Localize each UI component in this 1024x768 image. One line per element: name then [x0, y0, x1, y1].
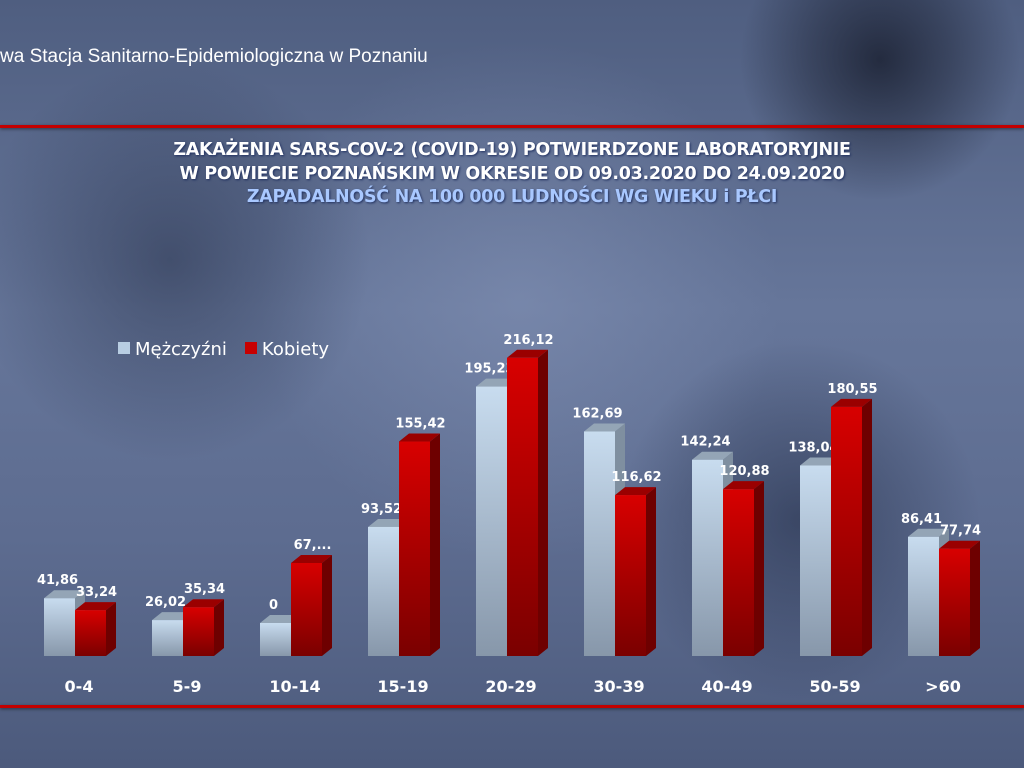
value-label-women-40-49: 120,88 [719, 464, 769, 479]
bar-men-50-59 [800, 465, 831, 656]
value-label-men-30-39: 162,69 [572, 406, 622, 421]
bar-top-women-5-9 [183, 599, 224, 608]
legend-label-men: Mężczyźni [135, 339, 227, 360]
bar-side-women-40-49 [754, 481, 764, 656]
chart-subtitle: ZAPADALNOŚĆ NA 100 000 LUDNOŚCI WG WIEKU… [246, 187, 778, 207]
bar-top-men-20-29 [476, 378, 517, 387]
category-label: 5-9 [173, 677, 202, 696]
bar-top-men-0-4 [44, 590, 85, 599]
bar-men-30-39 [584, 431, 615, 656]
legend-label-women: Kobiety [261, 339, 330, 360]
value-label-men-0-4: 41,86 [37, 573, 78, 588]
bar-side-women-30-39 [646, 487, 656, 656]
bar-top-men-30-39 [584, 423, 625, 432]
category-label: 20-29 [485, 677, 536, 696]
chart-title-line2: W POWIECIE POZNAŃSKIM W OKRESIE OD 09.03… [179, 164, 845, 184]
bar-top-women-50-59 [831, 398, 872, 407]
value-label-women-30-39: 116,62 [611, 470, 661, 485]
bar-women-50-59 [831, 406, 862, 656]
value-label-women-50-59: 180,55 [827, 382, 877, 397]
bar-top-men-10-14 [260, 615, 301, 623]
bar-side-women-15-19 [430, 433, 440, 656]
bar-men-10-14 [260, 623, 291, 656]
bar-men-5-9 [152, 620, 183, 656]
bar-top-men-50-59 [800, 457, 841, 466]
category-label: 10-14 [269, 677, 320, 696]
bar-women-10-14 [291, 562, 322, 656]
bar-top-women-15-19 [399, 433, 440, 442]
bar-top-women-30-39 [615, 487, 656, 496]
bar-women-0-4 [75, 610, 106, 656]
bar-top-women-20-29 [507, 349, 548, 358]
category-label: 30-39 [593, 677, 644, 696]
value-label-women-0-4: 33,24 [76, 585, 117, 600]
bar-women->60 [939, 548, 970, 656]
bar-top-men-5-9 [152, 612, 193, 621]
value-label-men-10-14: 0 [269, 598, 278, 613]
bar-women-15-19 [399, 441, 430, 656]
value-label-women-10-14: 67,... [294, 538, 332, 553]
bar-side-women-0-4 [106, 602, 116, 656]
bar-men-15-19 [368, 526, 399, 656]
bar-women-30-39 [615, 495, 646, 656]
bar-women-20-29 [507, 357, 538, 656]
value-label-men-50-59: 138,04 [788, 441, 838, 456]
bar-top-men-15-19 [368, 518, 409, 527]
category-label: 15-19 [377, 677, 428, 696]
value-label-women-15-19: 155,42 [395, 417, 445, 432]
legend-item-women: Kobiety [244, 339, 330, 360]
value-label-men-15-19: 93,52 [361, 502, 402, 517]
value-label-men-20-29: 195,23 [464, 362, 514, 377]
legend-swatch-men [118, 342, 130, 354]
bar-top-men-40-49 [692, 451, 733, 460]
value-label-men-40-49: 142,24 [680, 435, 730, 450]
chart-title: ZAKAŻENIA SARS-COV-2 (COVID-19) POTWIERD… [173, 140, 851, 160]
category-label: 40-49 [701, 677, 752, 696]
bar-side-women-5-9 [214, 599, 224, 656]
bar-side-women-20-29 [538, 349, 548, 656]
top-divider [0, 125, 1024, 128]
bar-men-20-29 [476, 386, 507, 656]
organization-header: wa Stacja Sanitarno-Epidemiologiczna w P… [0, 46, 428, 67]
value-label-men-5-9: 26,02 [145, 595, 186, 610]
value-label-women-5-9: 35,34 [184, 582, 225, 597]
bar-men->60 [908, 536, 939, 656]
bar-side-women-50-59 [862, 398, 872, 656]
bottom-divider [0, 705, 1024, 708]
category-label: >60 [925, 677, 961, 696]
bar-top-women-10-14 [291, 554, 332, 563]
bar-side-women->60 [970, 540, 980, 656]
value-label-women->60: 77,74 [940, 524, 981, 539]
bar-men-0-4 [44, 598, 75, 656]
category-label: 50-59 [809, 677, 860, 696]
bar-men-40-49 [692, 459, 723, 656]
value-label-men->60: 86,41 [901, 512, 942, 527]
bar-side-women-10-14 [322, 554, 332, 656]
bar-top-women-0-4 [75, 602, 116, 611]
legend: Mężczyźni Kobiety [118, 339, 329, 360]
value-label-women-20-29: 216,12 [503, 333, 553, 348]
bar-women-40-49 [723, 489, 754, 656]
bar-women-5-9 [183, 607, 214, 656]
bar-top-men->60 [908, 528, 949, 537]
legend-item-men: Mężczyźni [118, 339, 227, 360]
bar-top-women-40-49 [723, 481, 764, 490]
legend-swatch-women [244, 342, 257, 354]
category-label: 0-4 [65, 677, 94, 696]
bar-top-women->60 [939, 540, 980, 549]
